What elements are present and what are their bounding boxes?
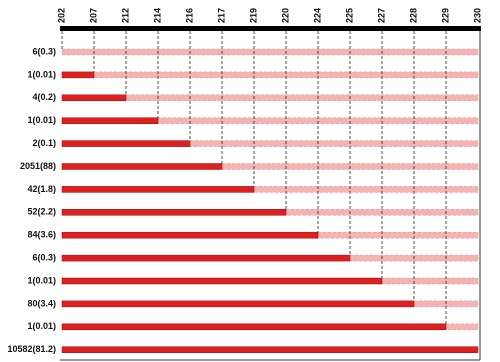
- remaining-bar: [189, 140, 479, 147]
- bar: [61, 117, 159, 124]
- x-tick-label: 214: [152, 8, 162, 23]
- bar: [61, 94, 127, 102]
- x-tick-label: 225: [344, 8, 354, 23]
- remaining-bar: [445, 323, 479, 331]
- row-label: 52(2.2): [27, 207, 56, 217]
- x-tick-label: 216: [184, 8, 194, 23]
- bar: [61, 254, 351, 262]
- row-label: 84(3.6): [27, 230, 56, 240]
- x-tick-label: 217: [216, 8, 226, 23]
- row-label: 4(0.2): [32, 92, 56, 102]
- bar: [61, 277, 383, 285]
- x-tick-label: 228: [408, 8, 418, 23]
- bar: [61, 186, 255, 193]
- bar: [61, 231, 319, 239]
- row-label: 1(0.01): [27, 115, 56, 125]
- x-tick-label: 229: [440, 8, 450, 23]
- row-label: 1(0.01): [27, 321, 56, 331]
- row-label: 10582(81.2): [7, 344, 56, 354]
- bar: [61, 323, 447, 331]
- bar: [61, 346, 479, 353]
- bar: [61, 140, 191, 147]
- remaining-bar: [125, 94, 479, 102]
- row-label: 6(0.3): [32, 252, 56, 262]
- remaining-bar: [317, 231, 479, 239]
- bar: [61, 300, 415, 308]
- row-label: 2051(88): [20, 161, 56, 171]
- x-tick-label: 230: [472, 8, 482, 23]
- axis-bar: [60, 26, 481, 31]
- x-tick-label: 202: [56, 8, 66, 23]
- x-tick-label: 212: [120, 8, 130, 23]
- x-tick-label: 227: [376, 8, 386, 23]
- x-tick-label: 220: [280, 8, 290, 23]
- row-label: 2(0.1): [32, 138, 56, 148]
- x-tick-label: 224: [312, 8, 322, 23]
- row-label: 42(1.8): [27, 184, 56, 194]
- x-tick-label: 219: [248, 8, 258, 23]
- x-tick-label: 207: [88, 8, 98, 23]
- bar: [61, 71, 95, 79]
- row-label: 1(0.01): [27, 69, 56, 79]
- remaining-bar: [381, 277, 479, 285]
- remaining-bar: [253, 186, 479, 193]
- bar: [61, 163, 223, 170]
- row-label: 1(0.01): [27, 275, 56, 285]
- bar: [61, 209, 287, 216]
- row-label: 6(0.3): [32, 46, 56, 56]
- remaining-bar: [61, 48, 479, 56]
- row-label: 80(3.4): [27, 298, 56, 308]
